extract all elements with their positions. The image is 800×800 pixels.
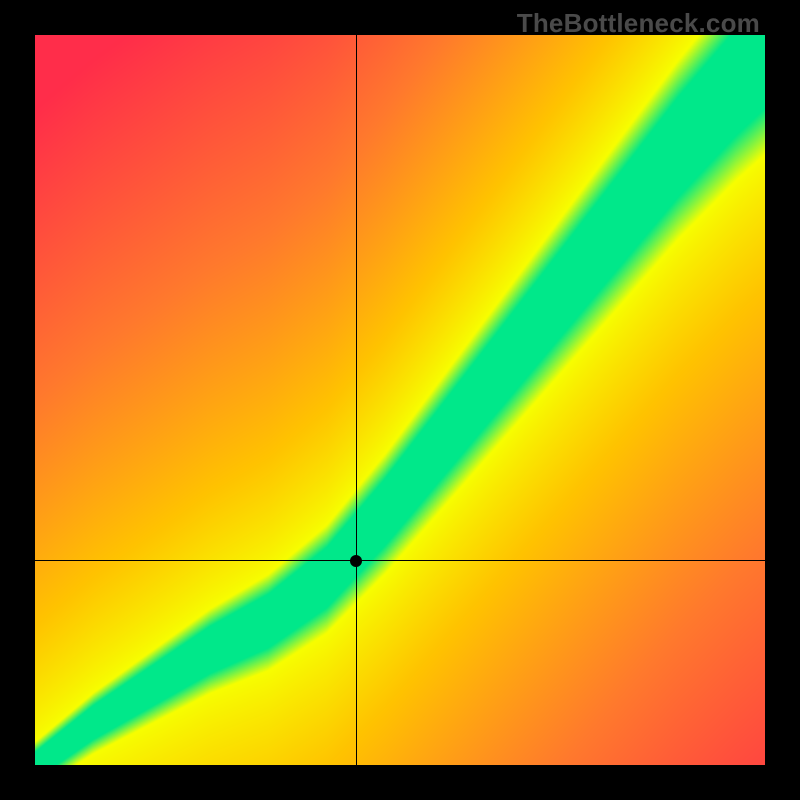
chart-container: TheBottleneck.com xyxy=(0,0,800,800)
heatmap-canvas xyxy=(35,35,765,765)
crosshair-dot-icon xyxy=(350,555,362,567)
crosshair-horizontal xyxy=(35,560,765,561)
crosshair-vertical xyxy=(356,35,357,765)
heatmap-plot-area xyxy=(35,35,765,765)
watermark-text: TheBottleneck.com xyxy=(517,8,760,39)
